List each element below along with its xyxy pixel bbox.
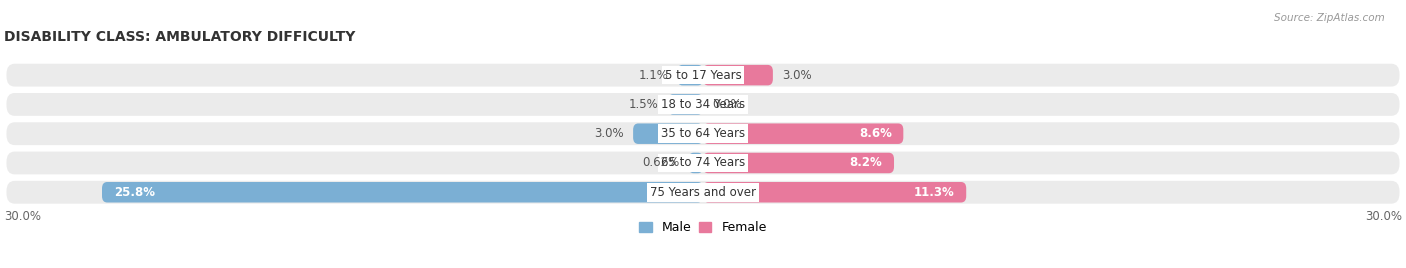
Text: 30.0%: 30.0% — [1365, 210, 1402, 224]
FancyBboxPatch shape — [7, 64, 1399, 87]
FancyBboxPatch shape — [633, 124, 703, 144]
FancyBboxPatch shape — [678, 65, 703, 85]
Text: Source: ZipAtlas.com: Source: ZipAtlas.com — [1274, 13, 1385, 23]
Text: 1.5%: 1.5% — [628, 98, 659, 111]
Text: 30.0%: 30.0% — [4, 210, 41, 224]
Text: 5 to 17 Years: 5 to 17 Years — [665, 69, 741, 82]
Legend: Male, Female: Male, Female — [634, 216, 772, 239]
Text: 3.0%: 3.0% — [782, 69, 811, 82]
Text: 0.62%: 0.62% — [643, 157, 679, 169]
FancyBboxPatch shape — [689, 153, 703, 173]
FancyBboxPatch shape — [703, 153, 894, 173]
Text: 35 to 64 Years: 35 to 64 Years — [661, 127, 745, 140]
FancyBboxPatch shape — [668, 94, 703, 115]
FancyBboxPatch shape — [7, 181, 1399, 204]
FancyBboxPatch shape — [703, 65, 773, 85]
Text: 65 to 74 Years: 65 to 74 Years — [661, 157, 745, 169]
Text: 1.1%: 1.1% — [638, 69, 668, 82]
Text: 18 to 34 Years: 18 to 34 Years — [661, 98, 745, 111]
FancyBboxPatch shape — [103, 182, 703, 203]
FancyBboxPatch shape — [7, 122, 1399, 145]
FancyBboxPatch shape — [7, 152, 1399, 174]
Text: DISABILITY CLASS: AMBULATORY DIFFICULTY: DISABILITY CLASS: AMBULATORY DIFFICULTY — [4, 30, 356, 44]
Text: 0.0%: 0.0% — [713, 98, 742, 111]
Text: 3.0%: 3.0% — [595, 127, 624, 140]
Text: 25.8%: 25.8% — [114, 186, 155, 199]
FancyBboxPatch shape — [703, 124, 903, 144]
Text: 8.6%: 8.6% — [859, 127, 891, 140]
FancyBboxPatch shape — [7, 93, 1399, 116]
FancyBboxPatch shape — [703, 182, 966, 203]
Text: 75 Years and over: 75 Years and over — [650, 186, 756, 199]
Text: 8.2%: 8.2% — [849, 157, 883, 169]
Text: 11.3%: 11.3% — [914, 186, 955, 199]
